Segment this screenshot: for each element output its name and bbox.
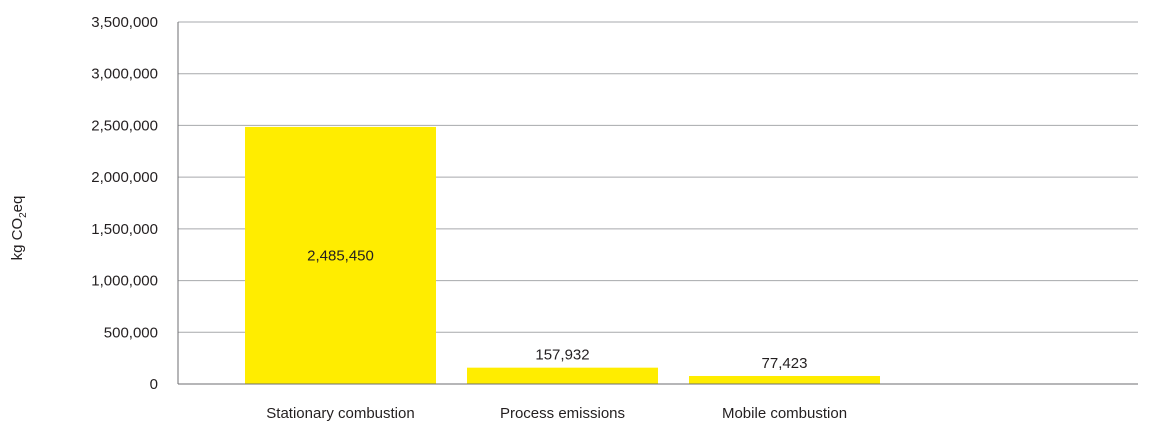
labels: 0 500,000 1,000,000 1,500,000 2,000,000 2,500… [91,14,847,422]
axes [177,22,1138,385]
y-axis-title-subscript: 2 [18,212,29,218]
data-label: 157,932 [535,347,589,364]
y-tick-label: 3,500,000 [91,14,158,31]
x-tick-label: Mobile combustion [722,405,847,422]
y-tick-label: 1,000,000 [91,273,158,290]
data-label: 77,423 [762,355,808,372]
bars [245,126,880,384]
y-axis-title-suffix: eq [9,196,26,213]
y-axis-title: kg CO2eq [9,196,29,261]
x-tick-label: Process emissions [500,405,625,422]
y-tick-label: 500,000 [104,324,158,341]
y-tick-label: 1,500,000 [91,221,158,238]
bar-mobile-combustion [689,375,880,384]
y-tick-label: 0 [150,376,158,393]
y-tick-label: 2,500,000 [91,117,158,134]
bar-stationary-combustion [245,126,436,384]
y-tick-label: 2,000,000 [91,169,158,186]
data-label: 2,485,450 [307,247,374,264]
y-axis-title-prefix: kg CO [9,218,26,261]
y-tick-label: 3,000,000 [91,66,158,83]
x-tick-label: Stationary combustion [266,405,414,422]
bar-process-emissions [467,367,658,384]
